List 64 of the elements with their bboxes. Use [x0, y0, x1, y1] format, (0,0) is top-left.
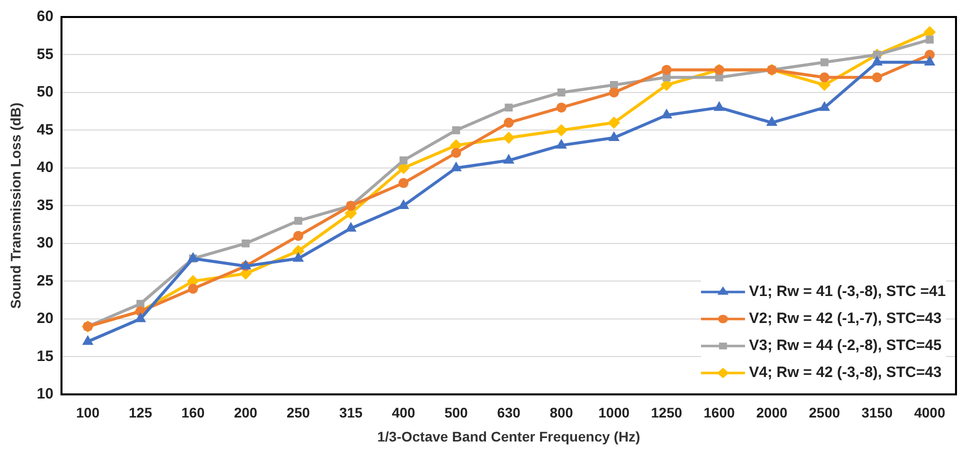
x-axis-title: 1/3-Octave Band Center Frequency (Hz) — [377, 428, 640, 444]
point — [136, 300, 144, 308]
legend-label: V3; Rw = 44 (-2,-8), STC=45 — [749, 337, 942, 354]
point — [452, 162, 461, 172]
y-tick-label: 30 — [36, 234, 54, 252]
point — [662, 64, 672, 75]
y-tick-label: 15 — [36, 348, 54, 365]
x-tick-label: 250 — [286, 404, 310, 421]
y-tick-label: 35 — [36, 196, 54, 214]
x-tick-label: 315 — [339, 404, 363, 421]
point — [504, 104, 513, 112]
legend-label: V4; Rw = 42 (-3,-8), STC=43 — [749, 364, 942, 382]
x-tick-label: 4000 — [914, 404, 946, 421]
x-tick-label: 100 — [76, 404, 100, 421]
x-tick-label: 2000 — [756, 404, 788, 421]
x-tick-label: 800 — [550, 404, 574, 421]
point — [608, 117, 620, 128]
x-tick-label: 125 — [128, 404, 152, 421]
y-tick-label: 10 — [36, 386, 54, 403]
y-tick-label: 45 — [36, 121, 54, 138]
point — [452, 126, 460, 134]
point — [872, 72, 882, 82]
point — [662, 73, 671, 82]
point — [820, 58, 828, 66]
x-tick-label: 630 — [497, 404, 521, 421]
point — [608, 87, 619, 98]
y-tick-label: 25 — [36, 272, 54, 290]
y-axis-title: Sound Transmission Loss (dB) — [7, 102, 24, 309]
x-tick-label: 160 — [181, 404, 205, 421]
point — [609, 132, 619, 142]
point — [926, 36, 934, 44]
x-tick-label: 200 — [234, 404, 258, 421]
point — [293, 230, 304, 241]
point — [188, 284, 198, 294]
point — [557, 88, 566, 96]
point — [610, 80, 618, 89]
x-tick-label: 1000 — [598, 404, 630, 421]
y-tick-label: 55 — [36, 46, 54, 63]
x-tick-label: 1600 — [704, 404, 735, 421]
point — [503, 132, 514, 144]
point — [294, 216, 302, 225]
x-tick-label: 2500 — [808, 404, 840, 421]
point — [715, 73, 724, 82]
y-tick-label: 20 — [36, 310, 54, 328]
y-tick-label: 60 — [36, 8, 54, 26]
x-tick-label: 1250 — [651, 404, 682, 421]
point — [819, 72, 830, 82]
point — [451, 148, 462, 158]
point — [924, 50, 935, 60]
legend-label: V1; Rw = 41 (-3,-8), STC =41 — [749, 283, 946, 300]
point — [242, 239, 250, 248]
point — [400, 156, 408, 164]
point — [556, 102, 566, 113]
point — [556, 124, 567, 136]
x-tick-label: 500 — [444, 404, 468, 421]
legend-label: V2; Rw = 42 (-1,-7), STC=43 — [749, 310, 942, 328]
point — [398, 200, 408, 209]
y-tick-label: 50 — [36, 84, 54, 101]
point — [504, 118, 514, 128]
x-tick-label: 400 — [392, 404, 416, 421]
x-tick-label: 3150 — [861, 404, 893, 421]
point — [292, 245, 304, 256]
y-tick-label: 40 — [36, 159, 54, 176]
point — [398, 178, 409, 188]
